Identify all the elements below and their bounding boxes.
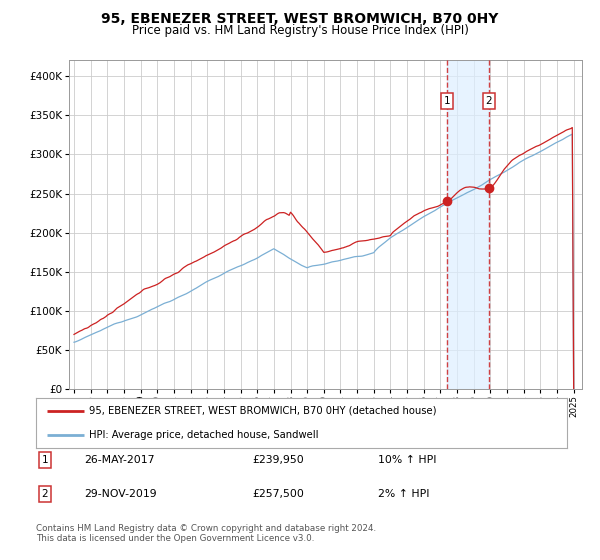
Text: 2: 2 <box>41 489 49 499</box>
Text: Contains HM Land Registry data © Crown copyright and database right 2024.
This d: Contains HM Land Registry data © Crown c… <box>36 524 376 543</box>
Text: £257,500: £257,500 <box>252 489 304 499</box>
Text: 2: 2 <box>485 96 492 106</box>
Bar <box>447 60 489 389</box>
Text: £239,950: £239,950 <box>252 455 304 465</box>
Text: 1: 1 <box>41 455 49 465</box>
Text: 95, EBENEZER STREET, WEST BROMWICH, B70 0HY: 95, EBENEZER STREET, WEST BROMWICH, B70 … <box>101 12 499 26</box>
Text: 29-NOV-2019: 29-NOV-2019 <box>84 489 157 499</box>
Text: 26-MAY-2017: 26-MAY-2017 <box>84 455 155 465</box>
Text: 1: 1 <box>444 96 451 106</box>
Text: 10% ↑ HPI: 10% ↑ HPI <box>378 455 437 465</box>
Text: 2% ↑ HPI: 2% ↑ HPI <box>378 489 430 499</box>
Text: Price paid vs. HM Land Registry's House Price Index (HPI): Price paid vs. HM Land Registry's House … <box>131 24 469 37</box>
Text: 95, EBENEZER STREET, WEST BROMWICH, B70 0HY (detached house): 95, EBENEZER STREET, WEST BROMWICH, B70 … <box>89 405 437 416</box>
Text: HPI: Average price, detached house, Sandwell: HPI: Average price, detached house, Sand… <box>89 430 319 440</box>
